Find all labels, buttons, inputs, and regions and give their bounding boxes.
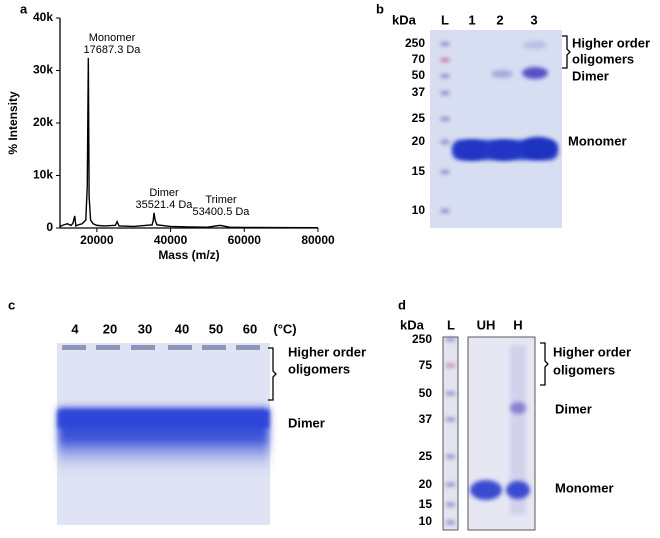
lane-label: 1 — [468, 12, 475, 27]
gel-b — [430, 30, 571, 228]
lane-label: 30 — [138, 321, 152, 336]
marker-label: 20 — [419, 477, 433, 491]
marker-label: 50 — [419, 386, 433, 400]
lane-label: 3 — [530, 12, 537, 27]
annotation-label: Monomer — [89, 32, 136, 44]
band-label: oligomers — [553, 362, 615, 377]
gel-d — [442, 336, 549, 531]
panel-label: d — [398, 297, 406, 312]
x-tick-label: 80000 — [301, 233, 335, 247]
marker-label: 10 — [419, 514, 433, 528]
annotation-label: Dimer — [149, 187, 179, 199]
band-label: Monomer — [555, 480, 614, 495]
lane-label: 2 — [496, 12, 503, 27]
x-tick-label: 60000 — [228, 233, 262, 247]
marker-label: 10 — [412, 203, 426, 217]
gel-c — [57, 343, 277, 525]
band-label: Higher order — [553, 344, 631, 359]
annotation-label: Trimer — [205, 194, 237, 206]
marker-label: 37 — [412, 85, 426, 99]
lane-label: H — [513, 317, 522, 332]
spectrum-line — [59, 57, 319, 229]
lane-label: UH — [477, 317, 496, 332]
marker-label: 15 — [412, 164, 426, 178]
marker-label: 25 — [412, 111, 426, 125]
panel-label: a — [20, 1, 28, 16]
x-tick-label: 40000 — [154, 233, 188, 247]
y-tick-label: 10k — [33, 168, 53, 182]
unit-label: kDa — [392, 12, 417, 27]
band-label: Dimer — [555, 401, 592, 416]
band-label: Dimer — [288, 415, 325, 430]
band-label: Higher order — [288, 344, 366, 359]
lane-label: 50 — [209, 321, 223, 336]
annotation-detail: 35521.4 Da — [136, 199, 194, 211]
lane-label: L — [441, 12, 449, 27]
panel-label: b — [376, 1, 384, 16]
lane-label: 20 — [103, 321, 117, 336]
band-label: Higher order — [572, 35, 650, 50]
band-label: Dimer — [572, 68, 609, 83]
lane-label: L — [447, 317, 455, 332]
marker-label: 250 — [405, 36, 425, 50]
y-tick-label: 20k — [33, 115, 53, 129]
marker-label: 50 — [412, 68, 426, 82]
band-label: Monomer — [568, 133, 627, 148]
x-tick-label: 20000 — [80, 233, 114, 247]
marker-label: 250 — [412, 332, 432, 346]
marker-label: 75 — [419, 358, 433, 372]
x-axis-label: Mass (m/z) — [158, 248, 219, 262]
marker-label: 20 — [412, 134, 426, 148]
annotation-detail: 17687.3 Da — [84, 44, 142, 56]
band-label: oligomers — [572, 51, 634, 66]
annotation-detail: 53400.5 Da — [193, 206, 251, 218]
lane-label: 4 — [71, 321, 79, 336]
y-tick-label: 30k — [33, 63, 53, 77]
unit-label: (°C) — [273, 321, 296, 336]
marker-label: 70 — [412, 52, 426, 66]
marker-label: 15 — [419, 497, 433, 511]
marker-label: 25 — [419, 449, 433, 463]
band-label: oligomers — [288, 361, 350, 376]
lane-label: 40 — [175, 321, 189, 336]
lane-label: 60 — [243, 321, 257, 336]
unit-label: kDa — [400, 317, 425, 332]
marker-label: 37 — [419, 412, 433, 426]
y-axis-label: % Intensity — [6, 91, 20, 155]
y-tick-label: 40k — [33, 10, 53, 24]
y-tick-label: 0 — [46, 220, 53, 234]
panel-label: c — [8, 297, 15, 312]
